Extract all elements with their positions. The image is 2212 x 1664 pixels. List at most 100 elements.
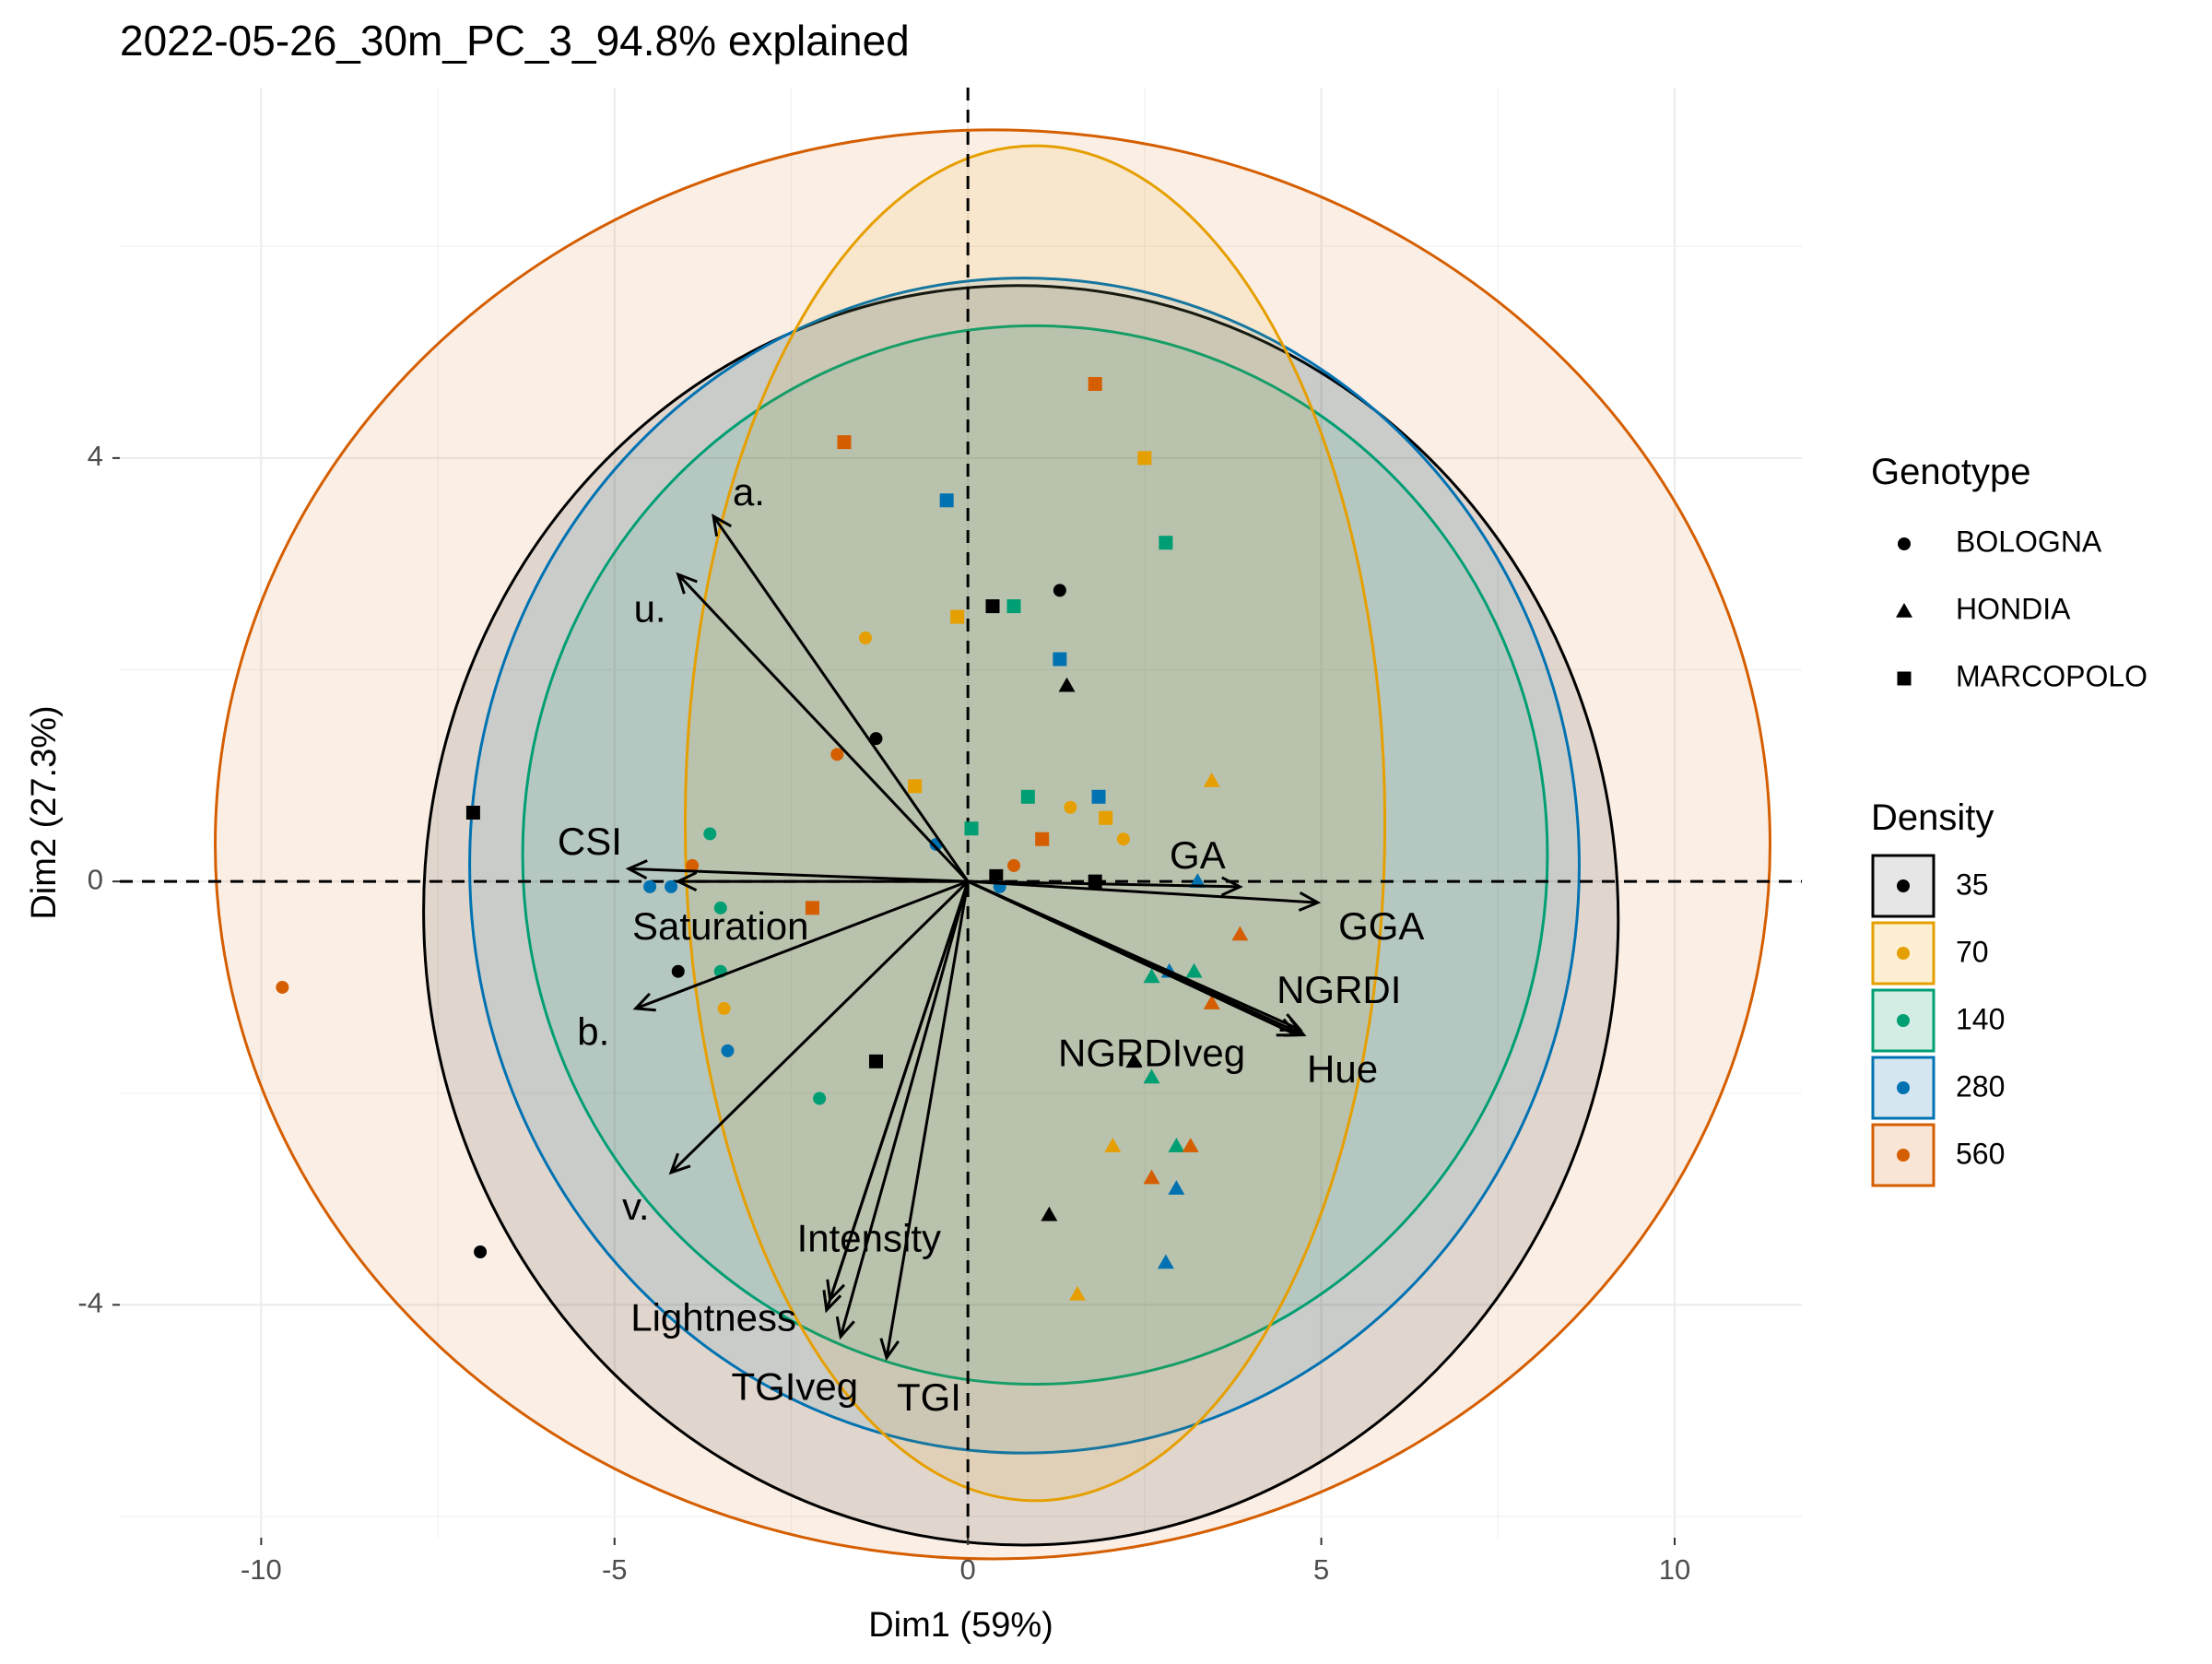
data-point xyxy=(1168,1138,1185,1152)
data-point xyxy=(643,879,657,893)
data-point xyxy=(908,779,923,794)
variable-arrow xyxy=(885,880,970,1359)
data-point xyxy=(1159,536,1173,550)
arrow-head xyxy=(625,859,648,879)
data-point xyxy=(989,868,1004,883)
data-point xyxy=(713,901,727,915)
data-point xyxy=(964,821,979,836)
genotype-legend-key xyxy=(1896,603,1912,618)
variable-arrow xyxy=(670,880,970,1174)
data-point xyxy=(474,1245,488,1258)
density-legend-label: 280 xyxy=(1956,1069,2005,1103)
data-point xyxy=(1182,1138,1199,1152)
variable-label: TGI xyxy=(897,1375,961,1419)
ellipse-density-560 xyxy=(214,128,1771,1561)
arrow-head xyxy=(675,871,698,892)
data-point xyxy=(1069,1285,1087,1301)
variable-arrow xyxy=(967,879,1305,1036)
variable-label: GGA xyxy=(1338,904,1424,948)
y-tick-label: 4 xyxy=(88,440,103,472)
data-point xyxy=(1104,1138,1122,1152)
data-point xyxy=(950,609,965,624)
data-point xyxy=(939,493,954,508)
arrow-head xyxy=(835,1316,855,1340)
arrow-head xyxy=(1220,876,1243,897)
variable-arrow xyxy=(677,573,970,883)
variable-arrow xyxy=(968,879,1241,889)
density-legend-label: 70 xyxy=(1956,935,1989,968)
data-point xyxy=(717,1001,731,1015)
data-point xyxy=(1041,1206,1058,1221)
chart-title: 2022-05-26_30m_PC_3_94.8% explained xyxy=(120,17,910,65)
data-point xyxy=(1053,652,1067,667)
y-tick-label: -4 xyxy=(77,1287,103,1319)
arrow-head xyxy=(879,1338,900,1362)
data-point xyxy=(869,732,883,746)
genotype-legend-key xyxy=(1897,671,1912,686)
variable-label: GA xyxy=(1170,833,1226,877)
arrow-head xyxy=(712,513,733,537)
data-point xyxy=(1035,832,1050,846)
data-point xyxy=(858,631,872,645)
data-point xyxy=(1088,874,1102,889)
data-point xyxy=(1157,1254,1174,1269)
density-legend-label: 35 xyxy=(1956,867,1989,901)
data-point xyxy=(1053,584,1066,597)
ellipse-density-35 xyxy=(422,284,1620,1547)
variable-arrow xyxy=(825,880,970,1311)
x-tick-label: -5 xyxy=(602,1553,628,1586)
data-point xyxy=(1143,1169,1160,1185)
legend: Genotype BOLOGNA HONDIA MARCOPOLO Density 35 7… xyxy=(1871,452,2147,1187)
data-point xyxy=(1007,858,1021,872)
density-legend-dot xyxy=(1897,879,1910,892)
data-point xyxy=(1189,873,1206,888)
arrow-head xyxy=(676,572,698,595)
data-point xyxy=(985,599,1000,614)
data-point xyxy=(1231,926,1249,941)
data-point xyxy=(465,806,480,820)
genotype-legend-key xyxy=(1898,537,1911,550)
genotype-legend-label: BOLOGNA xyxy=(1956,525,2102,558)
density-legend-title: Density xyxy=(1871,797,1994,838)
variable-label: Hue xyxy=(1307,1047,1378,1091)
confidence-ellipses xyxy=(214,128,1771,1561)
genotype-legend-title: Genotype xyxy=(1871,452,2030,492)
density-legend-dot xyxy=(1897,947,1910,960)
data-point xyxy=(837,435,852,450)
arrow-head xyxy=(1283,1018,1307,1037)
data-point xyxy=(665,879,678,893)
data-point xyxy=(721,1044,735,1057)
data-point xyxy=(868,1054,883,1068)
variable-label: Lightness xyxy=(630,1296,796,1339)
density-legend-swatch xyxy=(1871,854,1936,918)
individual-points xyxy=(276,376,1249,1301)
variable-arrow xyxy=(635,879,969,1010)
density-legend-label: 560 xyxy=(1956,1137,2005,1170)
data-point xyxy=(1137,451,1152,466)
data-point xyxy=(830,748,844,761)
density-legend-label: 140 xyxy=(1956,1002,2005,1035)
data-point xyxy=(671,964,685,978)
data-point xyxy=(1168,1180,1185,1195)
data-point xyxy=(813,1092,827,1105)
data-point xyxy=(276,980,289,994)
x-tick-label: 0 xyxy=(960,1553,976,1586)
y-tick-label: 0 xyxy=(88,863,103,895)
arrow-head xyxy=(632,992,656,1012)
data-point xyxy=(1143,1068,1160,1084)
variable-label: Intensity xyxy=(797,1217,941,1260)
x-tick-label: 10 xyxy=(1659,1553,1690,1586)
variable-arrow xyxy=(712,515,970,882)
density-legend-dot xyxy=(1897,1081,1910,1094)
variable-arrow xyxy=(839,880,970,1338)
data-point xyxy=(1203,773,1220,787)
variable-label: u. xyxy=(634,586,666,630)
data-point xyxy=(1203,995,1220,1009)
data-point xyxy=(1091,789,1106,804)
data-point xyxy=(686,858,700,872)
x-axis-title: Dim1 (59%) xyxy=(868,1606,1053,1645)
x-tick-label: -10 xyxy=(241,1553,282,1586)
